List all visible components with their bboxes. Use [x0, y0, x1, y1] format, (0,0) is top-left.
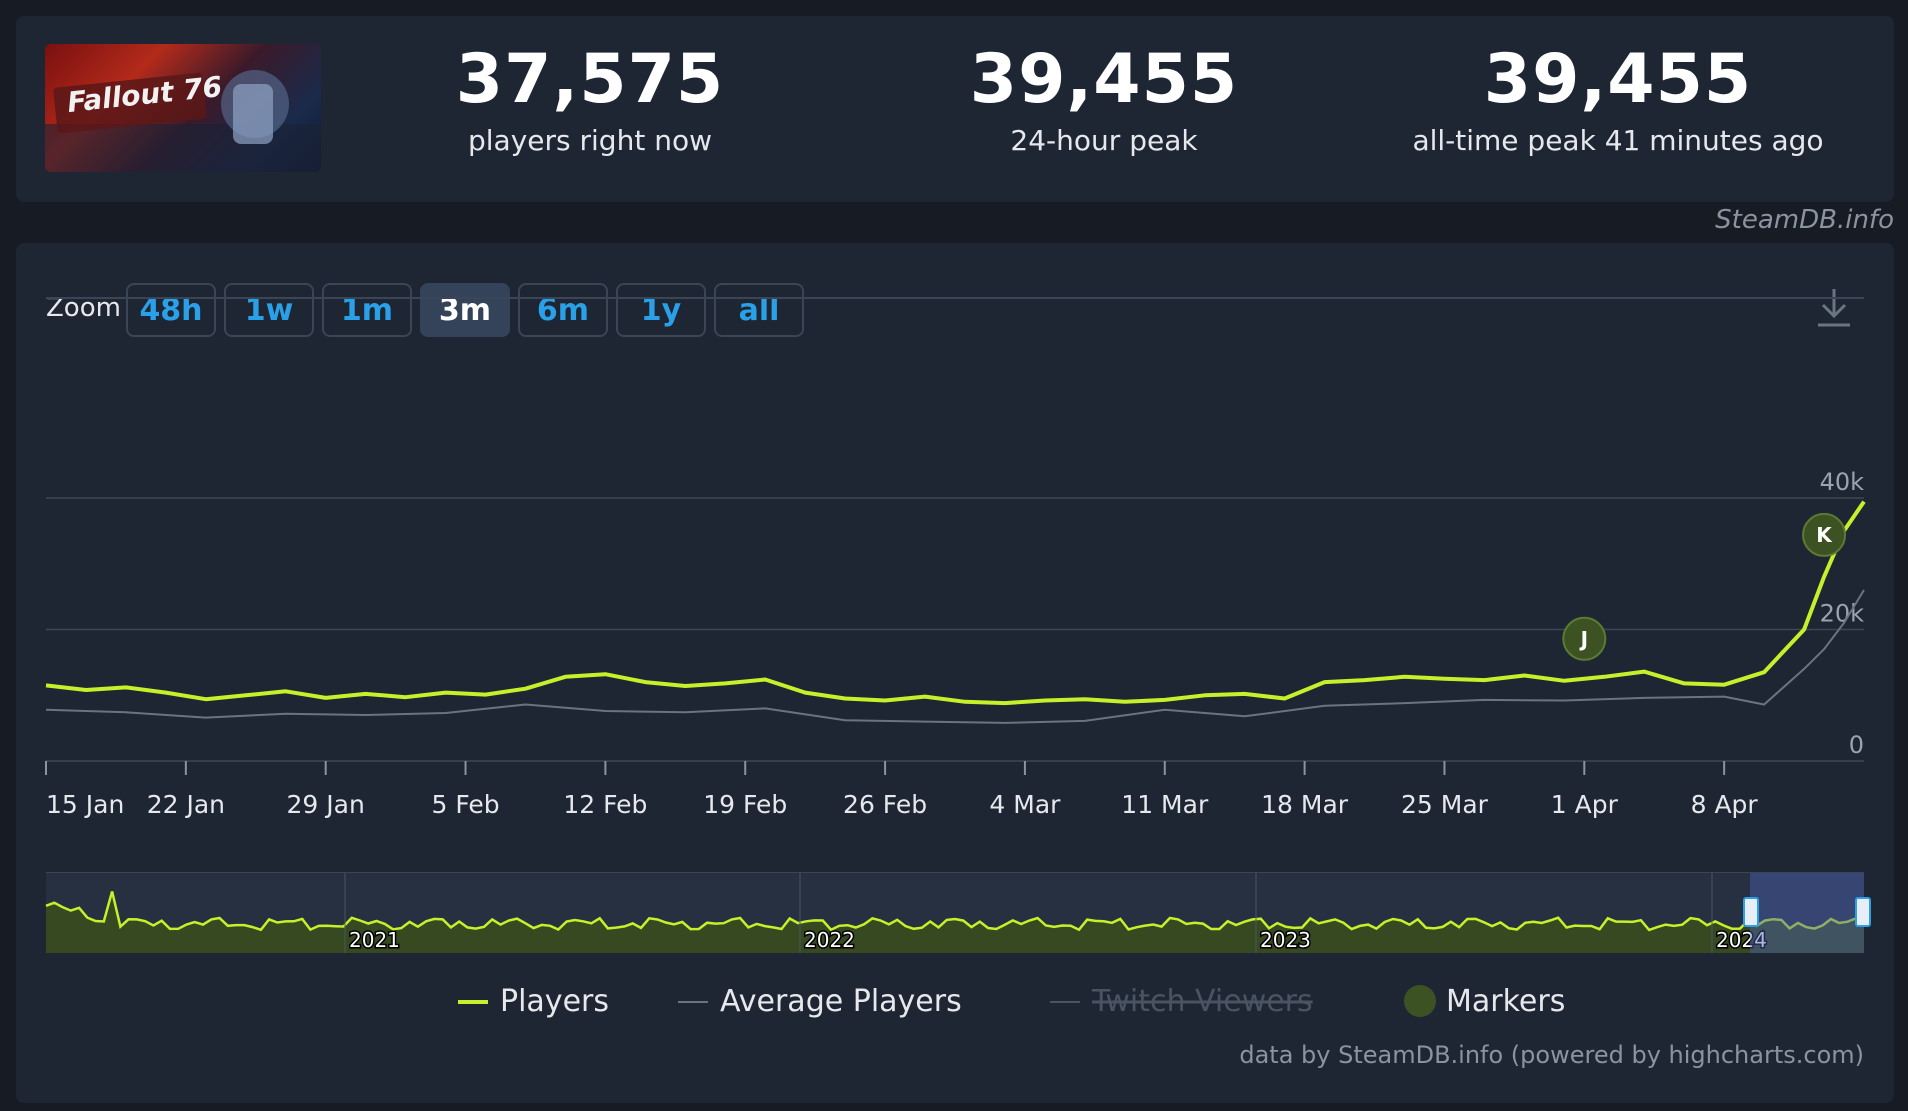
average-players-series [45, 589, 1865, 724]
peak-24h-value: 39,455 [969, 40, 1239, 119]
legend-item-average-players[interactable]: Average Players [720, 984, 962, 1019]
y-tick-label: 40k [1820, 468, 1865, 496]
current-players-label: players right now [468, 124, 712, 157]
legend-item-players[interactable]: Players [500, 984, 609, 1019]
x-tick-label: 25 Mar [1401, 790, 1489, 819]
y-tick-label: 0 [1849, 731, 1864, 759]
stat-24h-peak: 39,455 24-hour peak [894, 40, 1314, 158]
players-series [45, 500, 1866, 706]
y-tick-label: 20k [1820, 600, 1865, 628]
navigator-year-label: 2024 [1716, 928, 1767, 952]
navigator-right-handle [1855, 897, 1871, 927]
navigator-left-handle [1743, 897, 1759, 927]
x-tick-label: 12 Feb [563, 790, 647, 819]
game-image[interactable]: Fallout 76 [45, 44, 321, 172]
navigator-line [45, 891, 1865, 932]
navigator-area [46, 891, 1864, 953]
chart-credit[interactable]: data by SteamDB.info (powered by highcha… [1239, 1041, 1864, 1069]
navigator-year-label: 2023 [1260, 928, 1311, 952]
marker-label: J [1579, 627, 1588, 651]
x-tick-label: 4 Mar [989, 790, 1061, 819]
legend-markers-icon [1404, 985, 1436, 1017]
x-tick-label: 26 Feb [843, 790, 927, 819]
stat-all-time-peak: 39,455 all-time peak 41 minutes ago [1408, 40, 1828, 158]
stat-current-players: 37,575 players right now [380, 40, 800, 158]
steamdb-attribution[interactable]: SteamDB.info [1715, 205, 1894, 235]
marker-k-icon [1802, 512, 1847, 557]
x-tick-label: 1 Apr [1551, 790, 1619, 819]
all-time-peak-label: all-time peak 41 minutes ago [1412, 124, 1824, 157]
x-tick-label: 11 Mar [1121, 790, 1209, 819]
players-chart[interactable]: 0 20k 40k 15 Jan 22 Jan 29 Jan 5 Feb 12 Feb 19 F… [16, 243, 1894, 1043]
x-tick-label: 18 Mar [1261, 790, 1349, 819]
legend-item-twitch-viewers[interactable]: Twitch Viewers [1091, 984, 1313, 1019]
peak-24h-label: 24-hour peak [1010, 124, 1198, 157]
x-tick-label: 5 Feb [431, 790, 499, 819]
x-tick-label: 22 Jan [147, 790, 225, 819]
x-tick-label: 19 Feb [703, 790, 787, 819]
legend-item-markers[interactable]: Markers [1446, 984, 1565, 1019]
x-tick-label: 15 Jan [46, 790, 124, 819]
navigator-year-label: 2021 [349, 928, 400, 952]
all-time-peak-value: 39,455 [1483, 40, 1753, 119]
marker-j-icon [1562, 616, 1607, 661]
navigator-selection [1750, 873, 1864, 953]
navigator-year-label: 2022 [804, 928, 855, 952]
current-players-value: 37,575 [455, 40, 725, 119]
game-image-art [45, 70, 321, 172]
marker-label: K [1816, 523, 1833, 547]
download-icon[interactable] [1814, 285, 1854, 329]
x-tick-label: 29 Jan [287, 790, 365, 819]
chart-card: Zoom 48h 1w 1m 3m 6m 1y all 0 20k 40k 15 Ja… [16, 243, 1894, 1103]
stats-card: Fallout 76 37,575 players right now 39,4… [16, 16, 1894, 202]
x-tick-label: 8 Apr [1691, 790, 1759, 819]
